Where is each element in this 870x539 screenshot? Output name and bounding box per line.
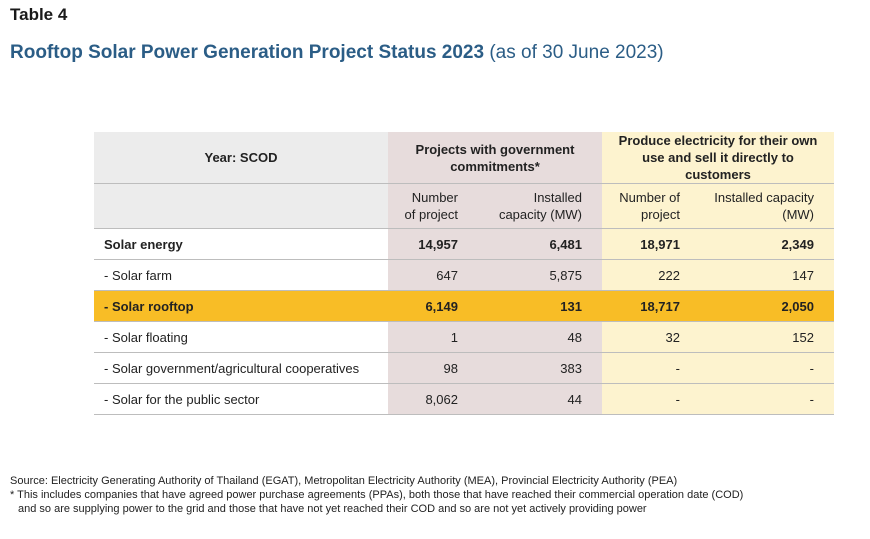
table-notes: Source: Electricity Generating Authority…	[10, 474, 743, 516]
cell-own-projects: 18,971	[602, 228, 700, 260]
footnote-continued: and so are supplying power to the grid a…	[18, 503, 647, 515]
row-label: - Solar government/agricultural cooperat…	[94, 352, 388, 384]
title-date: (as of 30 June 2023)	[489, 42, 664, 63]
cell-own-projects: 32	[602, 321, 700, 353]
table-row-solar-cooperatives: - Solar government/agricultural cooperat…	[94, 352, 834, 384]
subheader-blank	[94, 183, 388, 229]
cell-own-mw: -	[700, 383, 834, 415]
cell-own-projects: 222	[602, 259, 700, 291]
cell-own-mw: 2,349	[700, 228, 834, 260]
row-label: - Solar rooftop	[94, 290, 388, 322]
table-row-solar-public-sector: - Solar for the public sector 8,062 44 -…	[94, 383, 834, 415]
title-main: Rooftop Solar Power Generation Project S…	[10, 42, 485, 63]
row-label: - Solar for the public sector	[94, 383, 388, 415]
cell-gov-projects: 6,149	[388, 290, 478, 322]
cell-own-mw: 147	[700, 259, 834, 291]
row-label: Solar energy	[94, 228, 388, 260]
cell-gov-projects: 1	[388, 321, 478, 353]
cell-own-projects: 18,717	[602, 290, 700, 322]
cell-gov-projects: 14,957	[388, 228, 478, 260]
cell-own-mw: 152	[700, 321, 834, 353]
cell-gov-projects: 98	[388, 352, 478, 384]
table-row-solar-rooftop-highlighted: - Solar rooftop 6,149 131 18,717 2,050	[94, 290, 834, 322]
table-row-solar-farm: - Solar farm 647 5,875 222 147	[94, 259, 834, 291]
footnote: * This includes companies that have agre…	[10, 489, 744, 501]
row-label: - Solar floating	[94, 321, 388, 353]
cell-own-mw: -	[700, 352, 834, 384]
subheader-gov-capacity: Installed capacity (MW)	[478, 183, 602, 229]
cell-gov-mw: 6,481	[478, 228, 602, 260]
cell-gov-mw: 5,875	[478, 259, 602, 291]
table-row-solar-energy: Solar energy 14,957 6,481 18,971 2,349	[94, 228, 834, 260]
cell-own-mw: 2,050	[700, 290, 834, 322]
row-header: Year: SCOD	[94, 132, 388, 184]
table-subheader-row: Number of project Installed capacity (MW…	[94, 183, 834, 229]
cell-gov-projects: 8,062	[388, 383, 478, 415]
cell-gov-mw: 48	[478, 321, 602, 353]
cell-gov-mw: 131	[478, 290, 602, 322]
source-note: Source: Electricity Generating Authority…	[10, 475, 678, 487]
cell-gov-mw: 383	[478, 352, 602, 384]
table-label: Table 4	[10, 5, 68, 24]
group-header-government: Projects with government commitments*	[388, 132, 602, 184]
table-header-row: Year: SCOD Projects with government comm…	[94, 132, 834, 184]
row-label: - Solar farm	[94, 259, 388, 291]
cell-own-projects: -	[602, 383, 700, 415]
subheader-own-capacity: Installed capacity (MW)	[700, 183, 834, 229]
table-row-solar-floating: - Solar floating 1 48 32 152	[94, 321, 834, 353]
subheader-gov-number: Number of project	[388, 183, 478, 229]
subheader-own-number: Number of project	[602, 183, 700, 229]
page-title: Rooftop Solar Power Generation Project S…	[10, 42, 664, 64]
cell-gov-mw: 44	[478, 383, 602, 415]
cell-gov-projects: 647	[388, 259, 478, 291]
cell-own-projects: -	[602, 352, 700, 384]
group-header-own-use: Produce electricity for their own use an…	[602, 132, 834, 184]
status-table: Year: SCOD Projects with government comm…	[94, 132, 834, 415]
